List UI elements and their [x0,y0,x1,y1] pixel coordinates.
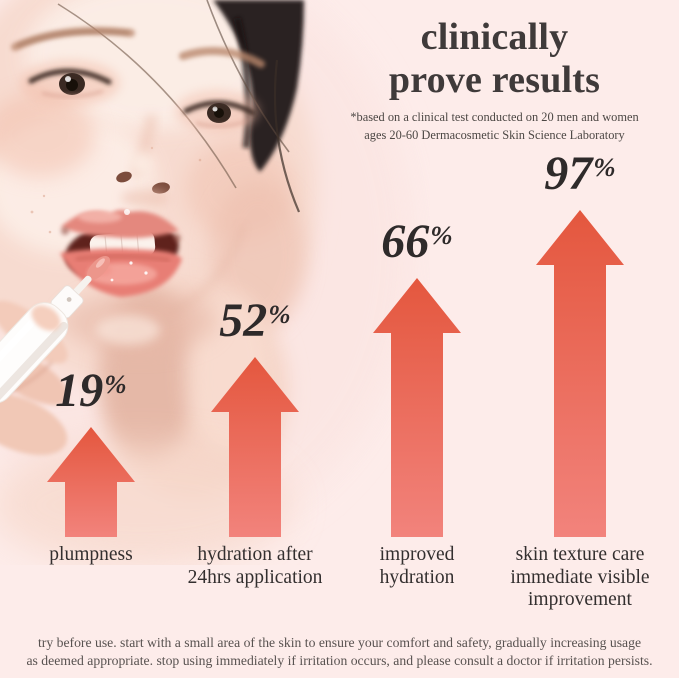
page-title: clinically prove results [312,16,677,101]
bar-caption: plumpness [49,544,133,565]
disclaimer-line-1: try before use. start with a small area … [37,635,642,651]
chart-bar-plumpness: 19% plumpness [0,0,182,678]
hair [57,0,304,213]
header: clinically prove results *based on a cli… [312,16,677,144]
percent-label: 19% [55,364,127,417]
title-line-1: clinically [420,16,569,58]
chart-bar-skin-texture: 97% skin texture care immediate visible … [489,0,671,678]
clinical-test-note: *based on a clinical test conducted on 2… [312,109,677,144]
bar-caption: improved hydration [379,544,455,588]
chart-bar-improved-hydration: 66% improved hydration [326,0,508,678]
up-arrow-icon [536,210,624,537]
note-line-2: ages 20-60 Dermacosmetic Skin Science La… [364,127,625,142]
percent-label: 97% [544,147,616,200]
up-arrow-icon [211,357,299,537]
up-arrow-icon [47,427,135,537]
model-photo [0,0,415,565]
disclaimer: try before use. start with a small area … [0,634,679,670]
note-line-1: *based on a clinical test conducted on 2… [350,110,639,125]
disclaimer-line-2: as deemed appropriate. stop using immedi… [26,653,653,669]
percent-label: 66% [381,215,453,268]
chart-bar-hydration-24hrs: 52% hydration after 24hrs application [164,0,346,678]
eyebrows [11,26,265,68]
percent-label: 52% [219,294,291,347]
fingertip [31,305,61,331]
eyes [20,60,259,132]
up-arrow-icon [373,278,461,537]
title-line-2: prove results [388,58,601,101]
nose [116,114,170,207]
bar-caption: hydration after 24hrs application [187,544,323,588]
bar-caption: skin texture care immediate visible impr… [510,544,650,611]
